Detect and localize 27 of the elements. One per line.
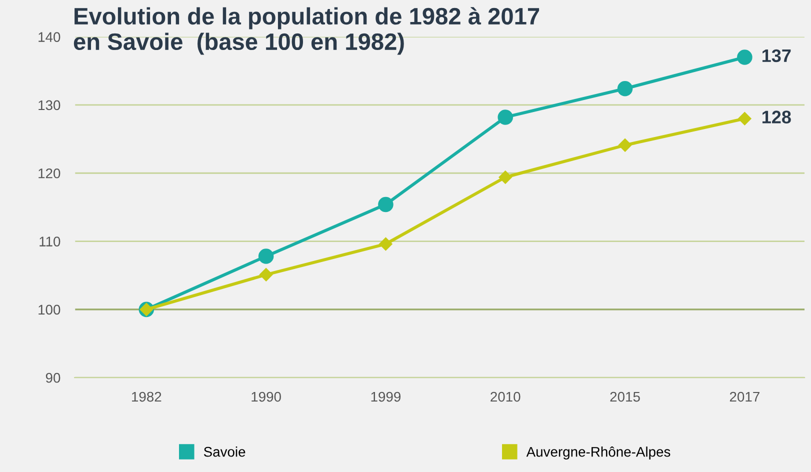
data-label: 128	[762, 110, 791, 124]
x-tick-label: 2017	[730, 392, 760, 402]
y-tick-label: 110	[40, 236, 60, 246]
y-tick-label: 120	[38, 168, 60, 178]
x-tick-label: 2010	[490, 392, 520, 402]
x-tick-label: 1999	[371, 392, 401, 402]
point	[737, 50, 752, 65]
point	[617, 80, 633, 96]
point	[259, 268, 273, 282]
legend-label: Auvergne-Rhône-Alpes	[526, 446, 670, 460]
x-tick-label: 1982	[132, 392, 162, 402]
chart-title: Evolution de la population de 1982 à 2017 en Savoie (base 100 en 1982)	[74, 7, 540, 55]
point	[498, 110, 514, 125]
point	[379, 237, 392, 251]
point	[738, 112, 752, 126]
point	[258, 248, 274, 264]
point	[378, 196, 394, 212]
legend-label: Savoie	[204, 446, 246, 457]
y-tick-label: 130	[38, 100, 60, 110]
y-tick-label: 100	[38, 304, 60, 315]
data-label: 137	[762, 49, 791, 62]
x-tick-label: 2015	[610, 392, 640, 402]
y-tick-label: 90	[46, 372, 60, 383]
point	[618, 138, 632, 152]
point	[498, 170, 512, 184]
x-tick-label: 1990	[252, 392, 281, 402]
y-tick-label: 140	[38, 32, 60, 42]
